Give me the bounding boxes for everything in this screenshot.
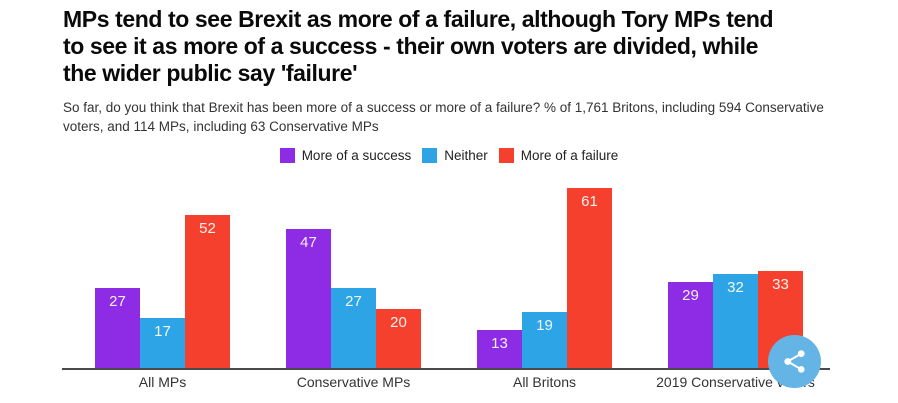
bar-value-label: 33 — [772, 276, 789, 293]
bar-value-label: 29 — [682, 287, 699, 304]
share-icon — [781, 348, 808, 375]
bar-value-label: 61 — [581, 193, 598, 210]
bar-value-label: 32 — [727, 279, 744, 296]
bar-value-label: 27 — [109, 293, 126, 310]
bar-conservative-mps-more-of-a-failure: 20 — [376, 309, 421, 368]
chart-legend: More of a success Neither More of a failur… — [0, 145, 898, 165]
bar-value-label: 27 — [345, 293, 362, 310]
title-line-2: to see it as more of a success - their o… — [63, 33, 758, 59]
legend-label: More of a success — [301, 147, 412, 163]
category-label-3: All Britons — [512, 374, 577, 390]
bar-all-mps-more-of-a-failure: 52 — [185, 215, 230, 368]
bar-value-label: 52 — [199, 220, 216, 237]
category-label-1: All MPs — [138, 374, 187, 390]
bar-value-label: 17 — [154, 323, 171, 340]
bar-2019-conservative-voters-neither: 32 — [713, 274, 758, 368]
bar-all-britons-more-of-a-success: 13 — [477, 330, 522, 368]
page-title: MPs tend to see Brexit as more of a fail… — [63, 6, 893, 87]
legend-item-3: More of a failure — [498, 147, 619, 163]
title-line-3: the wider public say 'failure' — [63, 60, 358, 86]
legend-swatch — [279, 147, 295, 163]
subtitle-line-1: So far, do you think that Brexit has bee… — [63, 100, 824, 115]
share-button[interactable] — [768, 335, 821, 388]
bar-all-britons-more-of-a-failure: 61 — [567, 188, 612, 368]
bar-value-label: 19 — [536, 317, 553, 334]
legend-label: More of a failure — [520, 147, 619, 163]
bar-2019-conservative-voters-more-of-a-success: 29 — [668, 282, 713, 368]
bar-conservative-mps-more-of-a-success: 47 — [286, 229, 331, 368]
title-line-1: MPs tend to see Brexit as more of a fail… — [63, 6, 774, 32]
bar-all-mps-more-of-a-success: 27 — [95, 288, 140, 368]
legend-label: Neither — [444, 147, 488, 163]
bar-value-label: 47 — [300, 234, 317, 251]
chart-subtitle: So far, do you think that Brexit has bee… — [63, 98, 893, 136]
legend-item-2: Neither — [422, 147, 488, 163]
subtitle-line-2: voters, and 114 MPs, including 63 Conser… — [63, 119, 379, 134]
legend-item-1: More of a success — [279, 147, 412, 163]
legend-swatch — [498, 147, 514, 163]
x-axis-line — [62, 368, 830, 370]
bar-value-label: 20 — [390, 314, 407, 331]
bar-all-britons-neither: 19 — [522, 312, 567, 368]
bar-all-mps-neither: 17 — [140, 318, 185, 368]
legend-swatch — [422, 147, 438, 163]
category-label-2: Conservative MPs — [296, 374, 411, 390]
bar-value-label: 13 — [491, 335, 508, 352]
bar-conservative-mps-neither: 27 — [331, 288, 376, 368]
